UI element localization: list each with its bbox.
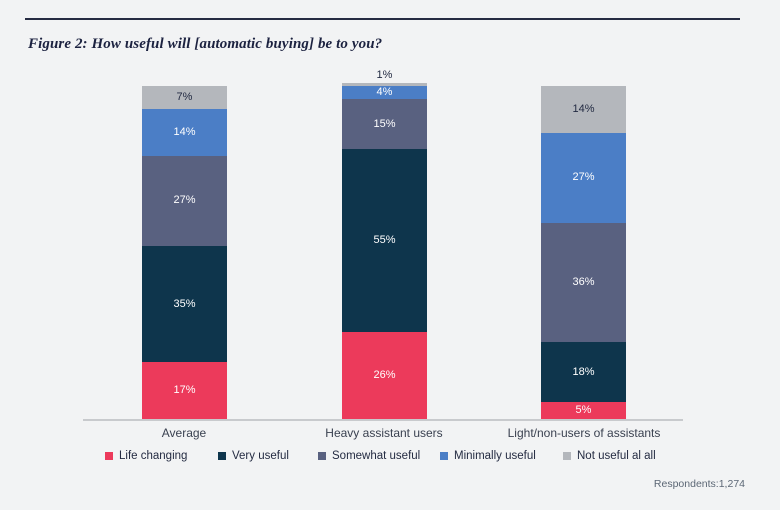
category-label-light-non-users-of-assistants: Light/non-users of assistants bbox=[507, 426, 661, 440]
legend-label: Very useful bbox=[232, 450, 289, 462]
respondents-note: Respondents:1,274 bbox=[653, 478, 745, 490]
segment-value-label: 27% bbox=[572, 171, 595, 184]
segment-value-label: 15% bbox=[373, 117, 396, 130]
segment-very-useful: 35% bbox=[142, 245, 227, 363]
legend-item-life-changing: Life changing bbox=[105, 450, 187, 462]
bar-light-non-users-of-assistants: 5% 18% 36% 27% 14% bbox=[541, 86, 626, 419]
segment-life-changing: 26% bbox=[342, 332, 427, 419]
legend-label: Minimally useful bbox=[454, 450, 536, 462]
segment-value-label: 18% bbox=[572, 365, 595, 378]
segment-value-label: 55% bbox=[373, 234, 396, 247]
legend-swatch-icon bbox=[318, 452, 326, 460]
segment-very-useful: 55% bbox=[342, 149, 427, 333]
header-rule bbox=[25, 18, 740, 20]
segment-value-label: 4% bbox=[376, 86, 393, 99]
legend-label: Life changing bbox=[119, 450, 188, 462]
x-axis-line bbox=[83, 419, 683, 421]
segment-life-changing: 5% bbox=[541, 402, 626, 419]
segment-minimally-useful: 14% bbox=[142, 109, 227, 156]
legend-item-somewhat-useful: Somewhat useful bbox=[318, 450, 420, 462]
segment-somewhat-useful: 27% bbox=[142, 155, 227, 246]
segment-value-label: 14% bbox=[572, 102, 595, 115]
figure-title: Figure 2: How useful will [automatic buy… bbox=[28, 36, 383, 52]
legend-item-not-useful-al-all: Not useful al all bbox=[563, 450, 656, 462]
legend-swatch-icon bbox=[105, 452, 113, 460]
bar-average: 17% 35% 27% 14% 7% bbox=[142, 86, 227, 419]
segment-value-label: 35% bbox=[173, 297, 196, 310]
segment-minimally-useful: 27% bbox=[541, 132, 626, 223]
segment-not-useful-al-all: 7% bbox=[142, 86, 227, 110]
segment-minimally-useful: 4% bbox=[342, 86, 427, 100]
segment-value-label: 14% bbox=[173, 126, 196, 139]
segment-value-label: 36% bbox=[572, 275, 595, 288]
segment-not-useful-al-all: 14% bbox=[541, 86, 626, 133]
segment-very-useful: 18% bbox=[541, 342, 626, 403]
segment-value-label: 27% bbox=[173, 194, 196, 207]
segment-value-label: 1% bbox=[376, 69, 393, 82]
category-label-heavy-assistant-users: Heavy assistant users bbox=[325, 426, 443, 440]
legend-item-minimally-useful: Minimally useful bbox=[440, 450, 536, 462]
segment-value-label: 17% bbox=[173, 384, 196, 397]
segment-value-label: 26% bbox=[373, 369, 396, 382]
legend-label: Somewhat useful bbox=[332, 450, 421, 462]
segment-somewhat-useful: 15% bbox=[342, 99, 427, 150]
segment-somewhat-useful: 36% bbox=[541, 222, 626, 343]
legend-swatch-icon bbox=[440, 452, 448, 460]
legend-label: Not useful al all bbox=[577, 450, 656, 462]
legend-swatch-icon bbox=[563, 452, 571, 460]
segment-not-useful-al-all: 1% bbox=[342, 70, 427, 87]
bar-heavy-assistant-users: 26% 55% 15% 4% 1% bbox=[342, 70, 427, 419]
legend-swatch-icon bbox=[218, 452, 226, 460]
category-label-average: Average bbox=[161, 426, 207, 440]
legend-item-very-useful: Very useful bbox=[218, 450, 289, 462]
segment-value-label: 7% bbox=[176, 91, 193, 104]
segment-value-label: 5% bbox=[575, 404, 592, 417]
segment-life-changing: 17% bbox=[142, 362, 227, 419]
